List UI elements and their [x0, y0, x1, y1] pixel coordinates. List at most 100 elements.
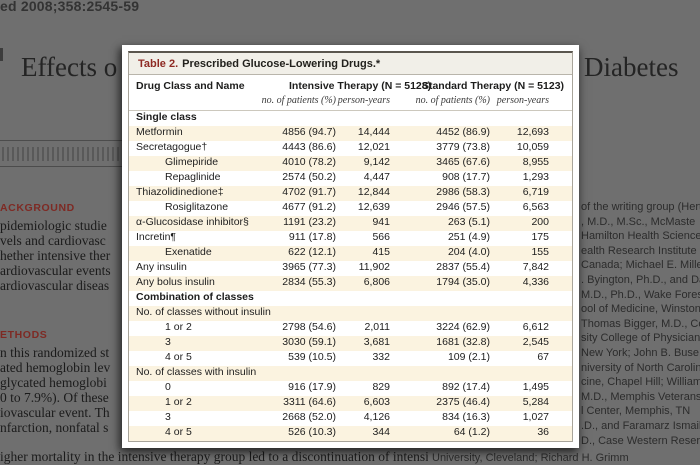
methods-text-lines: n this randomized st ated hemoglobin lev g… [0, 345, 430, 435]
subheader-spacer [129, 95, 259, 106]
cell-personyears-intensive: 829 [372, 381, 390, 393]
row-label: 1 or 2 [165, 321, 192, 333]
cell-personyears-standard: 1,293 [522, 171, 549, 183]
text-line: Canada; Michael E. Miller [581, 259, 700, 272]
text-line: Hamilton Health Sciences [581, 230, 700, 243]
table-row: 4 or 5 539 (10.5) 332 109 (2.1) 67 [129, 351, 572, 366]
cell-personyears-standard: 175 [531, 231, 549, 243]
article-title-fragment-right: Diabetes [584, 52, 679, 82]
text-line: l Center, Memphis, TN [581, 405, 691, 418]
table-row: 1 or 2 3311 (64.6) 6,603 2375 (46.4) 5,2… [129, 396, 572, 411]
row-label: Secretagogue† [136, 141, 208, 153]
table-row: 0 916 (17.9) 829 892 (17.4) 1,495 [129, 381, 572, 396]
methods-section-label: ETHODS [0, 329, 48, 341]
table-row: Repaglinide 2574 (50.2) 4,447 908 (17.7)… [129, 171, 572, 186]
table-row: Single class [129, 111, 572, 126]
cell-personyears-standard: 67 [537, 351, 549, 363]
background-section-label: ACKGROUND [0, 202, 75, 214]
cell-personyears-standard: 1,495 [522, 381, 549, 393]
cell-personyears-standard: 155 [531, 246, 549, 258]
cell-patients-standard: 908 (17.7) [442, 171, 490, 183]
cell-personyears-intensive: 415 [372, 246, 390, 258]
table-row: Rosiglitazone 4677 (91.2) 12,639 2946 (5… [129, 201, 572, 216]
cell-personyears-intensive: 344 [372, 426, 390, 438]
text-line: niversity of North Carolina [581, 361, 700, 374]
table-title-text: Prescribed Glucose-Lowering Drugs.* [182, 58, 381, 70]
clipped-text-fragment [0, 48, 3, 61]
cell-patients-intensive [259, 111, 336, 126]
cell-personyears-intensive [336, 111, 390, 126]
table-row: 3 2668 (52.0) 4,126 834 (16.3) 1,027 [129, 411, 572, 426]
table-row: No. of classes with insulin [129, 366, 572, 381]
table-row: 4 or 5 526 (10.3) 344 64 (1.2) 36 [129, 426, 572, 441]
affiliations-last-line: University, Cleveland; Richard H. Grimm [432, 452, 629, 464]
table-row: Any bolus insulin 2834 (55.3) 6,806 1794… [129, 276, 572, 291]
row-label: No. of classes without insulin [136, 306, 271, 318]
cell-personyears-standard: 1,027 [522, 411, 549, 423]
row-label: Any bolus insulin [136, 276, 215, 288]
cell-personyears-intensive: 566 [372, 231, 390, 243]
text-line: hether intensive ther [0, 248, 111, 263]
row-label: 3 [165, 411, 171, 423]
row-label: Glimepiride [165, 156, 219, 168]
row-label: Metformin [136, 126, 183, 138]
text-line: ardiovascular diseas [0, 278, 110, 293]
background-text-lines: pidemiologic studie vels and cardiovasc he… [0, 218, 430, 293]
table-row: Glimepiride 4010 (78.2) 9,142 3465 (67.6… [129, 156, 572, 171]
cell-personyears-intensive: 12,844 [357, 186, 390, 198]
cell-personyears-intensive [336, 306, 390, 321]
row-label: Incretin¶ [136, 231, 177, 243]
row-label: 0 [165, 381, 171, 393]
cell-patients-intensive: 4677 (91.2) [282, 201, 336, 213]
cell-personyears-intensive [336, 366, 390, 381]
text-line: Thomas Bigger, M.D., Co [581, 317, 700, 330]
cell-patients-standard: 109 (2.1) [447, 351, 490, 363]
table-row: No. of classes without insulin [129, 306, 572, 321]
cell-personyears-standard [490, 111, 549, 126]
cell-personyears-intensive: 6,806 [363, 276, 390, 288]
cell-personyears-intensive: 12,021 [357, 141, 390, 153]
abstract-background-section: ACKGROUND pidemiologic studie vels and ca… [0, 202, 430, 293]
cell-personyears-intensive: 6,603 [363, 396, 390, 408]
cell-personyears-standard: 6,563 [522, 201, 549, 213]
row-label: α-Glucosidase inhibitor§ [136, 216, 249, 228]
cell-personyears-intensive: 332 [372, 351, 390, 363]
cell-patients-standard [390, 306, 490, 321]
row-label: 4 or 5 [165, 426, 192, 438]
table-number-label: Table 2. [138, 58, 179, 70]
subheader-patients-standard: no. of patients (%) [415, 95, 490, 106]
cell-patients-intensive: 1191 (23.2) [283, 216, 336, 228]
table-header-subcolumns: no. of patients (%) person-years no. of … [129, 93, 572, 110]
text-line: M.D., Memphis Veterans [581, 390, 700, 403]
cell-patients-intensive: 622 (12.1) [288, 246, 336, 258]
row-label: Thiazolidinedione‡ [136, 186, 224, 198]
cell-personyears-intensive [336, 291, 390, 306]
cell-personyears-standard: 200 [531, 216, 549, 228]
cell-patients-intensive: 2574 (50.2) [282, 171, 336, 183]
table-frame: Table 2. Prescribed Glucose-Lowering Drug… [128, 51, 573, 442]
text-line: ool of Medicine, Winston [581, 303, 700, 316]
table-row: 3 3030 (59.1) 3,681 1681 (32.8) 2,545 [129, 336, 572, 351]
row-label: Combination of classes [136, 291, 254, 303]
abstract-methods-section: ETHODS n this randomized st ated hemoglob… [0, 329, 430, 435]
cell-patients-intensive: 4443 (86.6) [282, 141, 336, 153]
cell-personyears-standard: 10,059 [516, 141, 549, 153]
cell-patients-standard: 2375 (46.4) [436, 396, 490, 408]
row-label: Single class [136, 111, 197, 123]
cell-patients-standard: 2837 (55.4) [436, 261, 490, 273]
table-row: Secretagogue† 4443 (86.6) 12,021 3779 (7… [129, 141, 572, 156]
cell-personyears-intensive: 4,447 [363, 171, 390, 183]
body-text-line: igher mortality in the intensive therapy… [0, 449, 428, 464]
cell-patients-intensive: 539 (10.5) [288, 351, 336, 363]
column-group-intensive-therapy: Intensive Therapy (N = 5128) [289, 80, 432, 92]
column-header-drug-class: Drug Class and Name [136, 80, 245, 92]
cell-personyears-intensive: 11,902 [358, 261, 390, 273]
table-body: Single class Metformin 4856 (94.7) 14,44… [129, 111, 572, 441]
cell-patients-standard: 204 (4.0) [447, 246, 490, 258]
cell-patients-standard [390, 111, 490, 126]
cell-personyears-intensive: 9,142 [363, 156, 390, 168]
cell-patients-intensive: 3965 (77.3) [282, 261, 336, 273]
article-title-fragment-left: Effects o [21, 52, 118, 82]
table-row: Any insulin 3965 (77.3) 11,902 2837 (55.… [129, 261, 572, 276]
cell-patients-standard: 3224 (62.9) [436, 321, 490, 333]
